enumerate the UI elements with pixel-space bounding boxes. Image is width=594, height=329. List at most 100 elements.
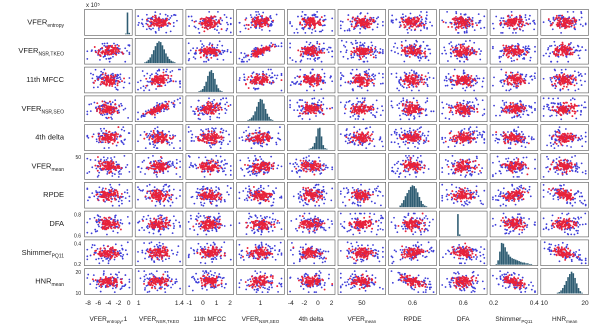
point-group-2 (525, 73, 528, 76)
histogram-bar (250, 117, 253, 121)
point-group-2 (550, 44, 553, 47)
cell-1-5 (337, 37, 387, 65)
point-group-2 (179, 86, 181, 88)
point-group-1 (476, 24, 478, 27)
point-group-1 (505, 50, 508, 53)
point-group-1 (201, 104, 204, 107)
point-group-1 (251, 82, 254, 85)
point-group-2 (169, 30, 172, 33)
point-group-1 (566, 53, 569, 56)
point-group-2 (419, 44, 422, 47)
point-group-1 (366, 52, 369, 55)
point-group-2 (229, 22, 232, 25)
point-group-1 (306, 80, 309, 83)
point-group-1 (272, 81, 274, 84)
point-group-2 (226, 21, 228, 24)
point-group-1 (266, 76, 269, 79)
point-group-2 (424, 20, 427, 23)
point-group-2 (510, 57, 513, 60)
point-group-2 (340, 39, 343, 42)
point-group-1 (312, 85, 315, 88)
point-group-2 (552, 16, 555, 19)
point-group-2 (345, 51, 348, 54)
point-group-2 (584, 80, 586, 83)
point-group-2 (179, 82, 181, 85)
point-group-1 (198, 22, 201, 25)
point-group-2 (265, 73, 268, 76)
point-group-1 (465, 21, 467, 23)
point-group-1 (516, 45, 519, 48)
point-group-1 (457, 18, 460, 21)
point-group-2 (348, 28, 351, 30)
point-group-2 (463, 60, 466, 63)
point-group-1 (163, 81, 166, 84)
point-group-1 (150, 20, 153, 23)
point-group-1 (562, 82, 564, 85)
point-group-1 (358, 76, 361, 79)
point-group-2 (501, 85, 504, 88)
point-group-1 (103, 82, 106, 84)
point-group-1 (464, 25, 467, 28)
point-group-2 (374, 45, 377, 48)
point-group-2 (243, 56, 245, 59)
point-group-1 (209, 49, 212, 52)
point-group-1 (166, 17, 168, 20)
point-group-2 (238, 77, 241, 79)
point-group-1 (199, 18, 202, 21)
point-group-2 (473, 52, 476, 55)
point-group-1 (499, 23, 502, 25)
point-group-1 (314, 50, 317, 53)
point-group-1 (205, 112, 208, 115)
point-group-2 (304, 23, 306, 26)
point-group-2 (445, 77, 448, 80)
point-group-1 (319, 75, 322, 78)
point-group-1 (355, 77, 357, 80)
point-group-2 (250, 55, 253, 58)
point-group-1 (368, 26, 371, 29)
point-group-1 (562, 76, 564, 79)
point-group-2 (339, 50, 342, 53)
point-group-2 (422, 41, 425, 43)
cell-2-4 (286, 66, 336, 94)
point-group-2 (413, 71, 415, 74)
point-group-2 (207, 59, 210, 62)
point-group-1 (156, 75, 159, 78)
point-group-2 (381, 73, 384, 75)
point-group-1 (354, 17, 357, 20)
point-group-2 (177, 68, 180, 71)
point-group-1 (512, 50, 515, 53)
point-group-2 (425, 11, 428, 14)
cell-0-7 (439, 9, 488, 36)
point-group-1 (369, 51, 372, 54)
point-group-1 (514, 74, 516, 77)
point-group-2 (429, 21, 431, 24)
point-group-2 (403, 60, 406, 63)
point-group-1 (161, 24, 164, 27)
point-group-2 (198, 31, 201, 34)
point-group-1 (317, 83, 319, 86)
point-group-2 (294, 77, 296, 79)
point-group-2 (106, 117, 108, 120)
point-group-1 (101, 46, 104, 49)
point-group-1 (408, 21, 411, 23)
point-group-1 (104, 46, 107, 49)
scatter-points (137, 11, 178, 34)
point-group-1 (314, 46, 317, 49)
point-group-1 (258, 25, 261, 28)
point-group-1 (251, 52, 254, 55)
point-group-2 (516, 71, 519, 74)
point-group-2 (451, 87, 453, 90)
point-group-2 (197, 27, 200, 30)
point-group-2 (225, 29, 228, 32)
point-group-2 (372, 53, 375, 56)
point-group-2 (373, 78, 376, 80)
point-group-2 (291, 59, 294, 62)
point-group-1 (159, 78, 162, 81)
point-group-1 (207, 102, 209, 105)
point-group-1 (308, 22, 311, 24)
point-group-1 (518, 28, 521, 30)
point-group-2 (261, 54, 264, 57)
point-group-2 (103, 44, 106, 47)
scatter-points (238, 11, 278, 33)
